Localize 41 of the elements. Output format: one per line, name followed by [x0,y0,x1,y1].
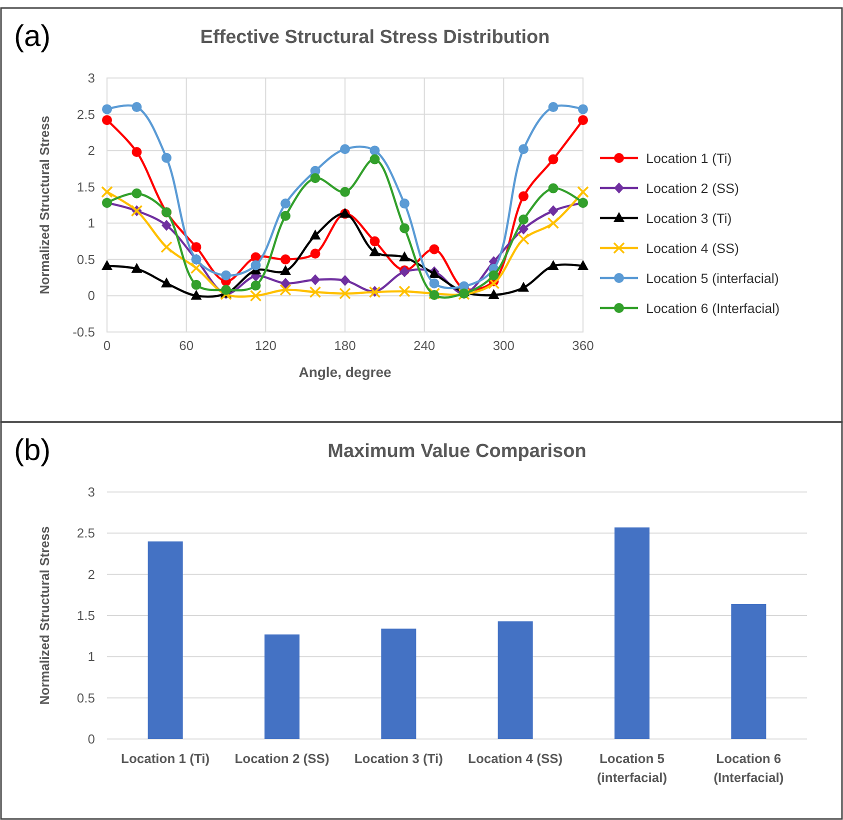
x-tick-label: 180 [334,338,356,353]
x-tick-label: 0 [103,338,111,353]
x-tick-label: 360 [572,338,594,353]
y-tick-label: 0.5 [76,252,95,267]
y-tick-label: 2 [88,566,95,582]
legend-label: Location 2 (SS) [646,181,740,196]
y-axis-title: Normalized Structural Stress [37,116,52,294]
x-tick-label: Location 5 (interfacial) [596,751,668,785]
y-tick-label: 2.5 [76,106,95,122]
chart-title: Effective Structural Stress Distribution [200,27,550,48]
legend-label: Location 3 (Ti) [646,211,732,226]
x-tick-label: 60 [179,338,194,353]
x-tick-label: 240 [413,338,436,353]
y-tick-label: 1 [88,649,95,664]
x-tick-label: Location 1 (Ti) [121,751,210,766]
x-tick-label: Location 4 (SS) [468,751,563,766]
chart-title: Maximum Value Comparison [328,441,586,462]
y-tick-label: 1 [88,216,95,231]
legend-label: Location 5 (interfacial) [646,271,779,286]
x-tick-label: Location 6 (Interfacial) [714,751,784,785]
legend-label: Location 6 (Interfacial) [646,301,780,316]
y-tick-label: 3 [88,70,95,86]
y-tick-label: 0 [88,288,95,304]
x-tick-label: 120 [254,338,277,353]
y-tick-label: 0.5 [76,690,95,706]
text: (a) [14,20,51,53]
y-tick-label: 1.5 [76,608,95,623]
y-tick-label: -0.5 [72,324,95,340]
y-axis-title: Normalized Structural Stress [37,526,52,705]
y-tick-label: 3 [88,484,95,500]
text: (b) [14,434,51,467]
y-tick-label: 1.5 [76,179,95,194]
x-tick-label: Location 3 (Ti) [354,751,443,766]
y-tick-label: 0 [88,732,95,746]
legend-label: Location 1 (Ti) [646,151,732,166]
x-axis-title: Angle, degree [298,364,392,380]
legend-label: Location 4 (SS) [646,241,740,256]
x-tick-label: Location 2 (SS) [234,751,330,766]
y-tick-label: 2 [88,143,95,158]
x-tick-label: 300 [492,338,515,353]
y-tick-label: 2.5 [76,526,95,541]
